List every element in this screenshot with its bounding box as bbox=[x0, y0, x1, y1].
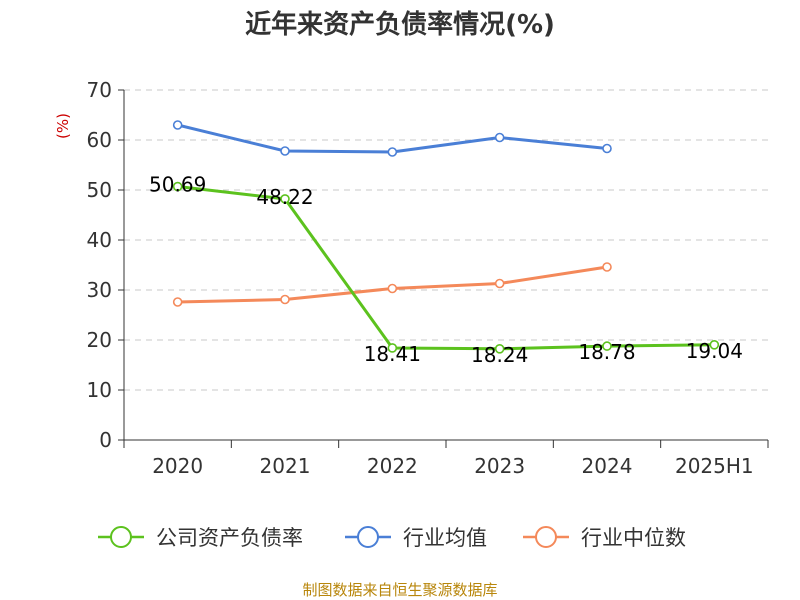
legend-swatch-marker bbox=[110, 526, 132, 548]
x-tick-label: 2020 bbox=[152, 454, 203, 478]
y-tick-label: 40 bbox=[87, 228, 112, 252]
source-note: 制图数据来自恒生聚源数据库 bbox=[302, 581, 497, 599]
data-point bbox=[280, 194, 290, 204]
series-lines bbox=[172, 120, 720, 354]
data-point bbox=[602, 262, 612, 272]
data-point bbox=[494, 343, 505, 354]
y-tick-label: 70 bbox=[87, 78, 112, 102]
data-point bbox=[172, 297, 183, 307]
legend: 公司资产负债率 行业均值 行业中位数 bbox=[98, 526, 686, 550]
x-tick-label: 2022 bbox=[367, 454, 418, 478]
x-tick-label: 2021 bbox=[260, 454, 311, 478]
data-labels: 50.69 48.22 18.41 18.24 18.78 19.04 bbox=[149, 173, 743, 367]
x-tick-label: 2025H1 bbox=[675, 454, 754, 478]
data-point bbox=[172, 181, 183, 192]
data-label: 48.22 bbox=[256, 185, 313, 209]
data-point bbox=[280, 146, 290, 156]
data-point bbox=[494, 278, 505, 289]
y-tick-label: 20 bbox=[87, 328, 112, 352]
data-point bbox=[602, 341, 612, 351]
y-tick-label: 50 bbox=[87, 178, 112, 202]
data-point bbox=[172, 120, 183, 130]
data-point bbox=[709, 339, 720, 350]
y-tick-label: 60 bbox=[87, 128, 112, 152]
legend-swatch-marker bbox=[535, 526, 557, 548]
legend-label: 公司资产负债率 bbox=[156, 526, 303, 550]
data-label: 18.24 bbox=[471, 343, 528, 367]
axes: 0 10 20 30 40 50 60 70 2020 2021 2022 2023 2024 2025H… bbox=[87, 78, 769, 478]
y-axis-label: (%) bbox=[54, 113, 72, 139]
chart-title: 近年来资产负债率情况(%) bbox=[245, 9, 555, 40]
data-label: 18.78 bbox=[578, 340, 635, 364]
y-tick-label: 10 bbox=[87, 378, 112, 402]
data-label: 50.69 bbox=[149, 173, 206, 197]
data-point bbox=[494, 132, 505, 143]
legend-swatch-marker bbox=[357, 526, 379, 548]
data-point bbox=[387, 147, 398, 157]
data-label: 18.41 bbox=[364, 342, 421, 366]
y-tick-label: 30 bbox=[87, 278, 112, 302]
legend-label: 行业均值 bbox=[403, 526, 487, 550]
data-point bbox=[280, 294, 290, 305]
y-tick-label: 0 bbox=[99, 428, 112, 452]
series-line bbox=[177, 185, 715, 351]
legend-label: 行业中位数 bbox=[581, 526, 686, 550]
gridlines bbox=[124, 89, 768, 391]
data-point bbox=[387, 343, 398, 353]
data-point bbox=[602, 143, 612, 154]
data-label: 19.04 bbox=[686, 339, 743, 363]
x-tick-label: 2023 bbox=[474, 454, 525, 478]
data-point bbox=[387, 283, 398, 294]
x-tick-label: 2024 bbox=[582, 454, 633, 478]
